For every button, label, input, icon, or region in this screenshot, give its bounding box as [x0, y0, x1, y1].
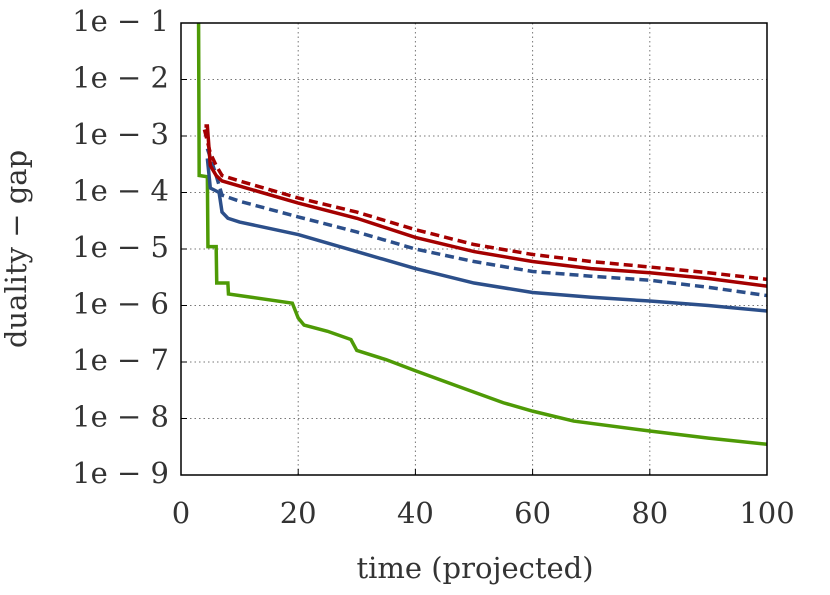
y-axis-label: duality − gap [0, 150, 33, 348]
line [202, 129, 767, 282]
line [196, 23, 767, 447]
y-tick-label: 1e − 2 [72, 61, 169, 95]
line [204, 124, 767, 288]
y-tick-label: 1e − 4 [72, 174, 169, 208]
x-tick-label: 100 [739, 496, 794, 530]
line [205, 147, 767, 298]
line [205, 158, 767, 313]
x-tick-label: 80 [631, 496, 668, 530]
y-tick-label: 1e − 3 [72, 117, 169, 151]
x-tick-label: 40 [397, 496, 434, 530]
y-tick-label: 1e − 1 [72, 4, 169, 38]
y-tick-label: 1e − 5 [72, 230, 169, 264]
y-tick-label: 1e − 8 [72, 400, 169, 434]
y-tick-label: 1e − 7 [72, 343, 169, 377]
plot-frame [180, 22, 768, 476]
x-tick-label: 60 [514, 496, 551, 530]
x-axis-label: time (projected) [356, 551, 593, 585]
x-tick-label: 20 [280, 496, 317, 530]
x-tick-label: 0 [172, 496, 190, 530]
y-tick-label: 1e − 6 [72, 287, 169, 321]
y-tick-label: 1e − 9 [72, 456, 169, 490]
